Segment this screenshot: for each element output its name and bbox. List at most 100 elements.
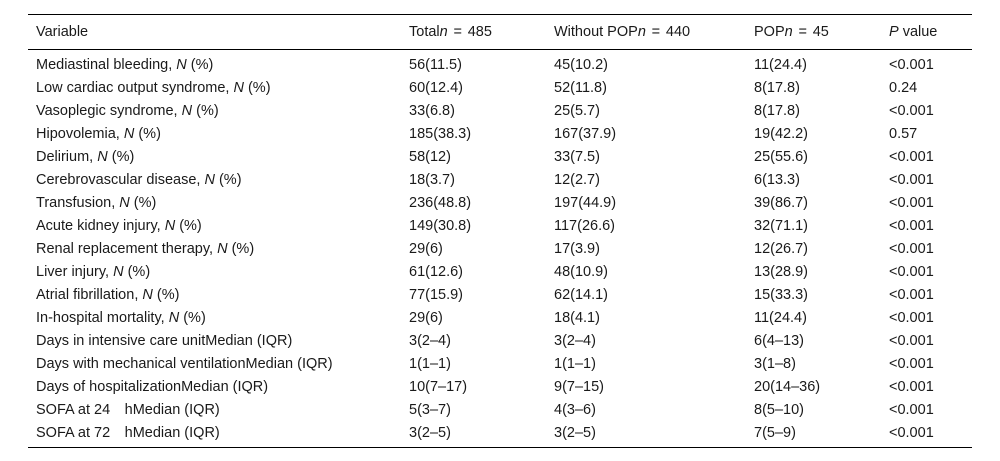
cell-variable: Atrial fibrillation, N (%) (28, 283, 401, 306)
cell-p-value: 0.24 (889, 79, 918, 96)
variable-label: Days in intensive care unitMedian (IQR) (36, 332, 293, 349)
cell-variable: Delirium, N (%) (28, 145, 401, 168)
variable-label-n: N (119, 194, 130, 211)
variable-label-unit: (%) (186, 56, 214, 73)
cell-total: 236(48.8) (409, 194, 472, 211)
variable-label-unit: (%) (227, 240, 255, 257)
header-variable: Variable (28, 15, 401, 50)
cell-without-pop: 18(4.1) (554, 309, 600, 326)
cell-total: 56(11.5) (409, 56, 462, 73)
cell-without-pop: 117(26.6) (554, 217, 615, 234)
variable-label: In-hospital mortality, (36, 309, 169, 326)
cell-pop: 8(5–10) (754, 401, 804, 418)
cell-without-pop: 48(10.9) (554, 263, 609, 280)
header-row: Variable Totaln = 485 Without POPn = 440 POP… (28, 14, 972, 50)
header-pop-n-value: 45 (812, 24, 829, 40)
cell-variable: Days with mechanical ventilationMedian (… (28, 352, 401, 375)
header-pop-n: n (784, 24, 793, 40)
header-without-pop-n: n (637, 24, 646, 40)
header-total-n: n (439, 24, 448, 40)
cell-without-pop: 25(5.7) (554, 102, 600, 119)
cell-without-pop: 1(1–1) (554, 355, 596, 372)
variable-label: Hipovolemia, (36, 125, 124, 142)
cell-total: 149(30.8) (409, 217, 472, 234)
cell-p-value: <0.001 (889, 194, 934, 211)
cell-without-pop: 3(2–4) (554, 332, 596, 349)
cell-without-pop: 45(10.2) (554, 56, 609, 73)
outcomes-table: Variable Totaln = 485 Without POPn = 440 POP… (28, 14, 972, 448)
variable-label-unit: (%) (179, 309, 206, 326)
cell-without-pop: 17(3.9) (554, 240, 600, 257)
cell-variable: SOFA at 24 hMedian (IQR) (28, 398, 401, 421)
variable-label-n: N (204, 171, 215, 188)
cell-total: 5(3–7) (409, 401, 451, 418)
variable-label: Low cardiac output syndrome, (36, 79, 234, 96)
table-row: Hipovolemia, N (%) 185(38.3) 167(37.9) 19(4… (28, 122, 972, 145)
header-without-pop: Without POPn = 440 (546, 15, 746, 50)
variable-label: Vasoplegic syndrome, (36, 102, 182, 119)
cell-p-value: <0.001 (889, 217, 934, 234)
cell-total: 18(3.7) (409, 171, 455, 188)
variable-label: Renal replacement therapy, (36, 240, 218, 257)
cell-without-pop: 12(2.7) (554, 171, 600, 188)
variable-label: Atrial fibrillation, (36, 286, 143, 303)
variable-label-n: N (123, 125, 135, 142)
cell-pop: 32(71.1) (754, 217, 809, 234)
table-row: SOFA at 24 hMedian (IQR) 5(3–7) 4(3–6) 8(5–… (28, 398, 972, 421)
cell-variable: Days of hospitalizationMedian (IQR) (28, 375, 401, 398)
cell-total: 29(6) (409, 309, 443, 326)
cell-variable: Acute kidney injury, N (%) (28, 214, 401, 237)
cell-total: 3(2–5) (409, 424, 451, 441)
variable-label: Days with mechanical ventilationMedian (… (36, 355, 333, 372)
table-row: SOFA at 72 hMedian (IQR) 3(2–5) 3(2–5) 7(5–… (28, 421, 972, 448)
table-row: Transfusion, N (%) 236(48.8) 197(44.9) 39(8… (28, 191, 972, 214)
table-row: Delirium, N (%) 58(12) 33(7.5) 25(55.6) <0.0… (28, 145, 972, 168)
variable-label-n: N (168, 309, 180, 326)
variable-label-unit: (%) (175, 217, 202, 234)
variable-label: Acute kidney injury, (36, 217, 165, 234)
header-without-pop-equals: = (651, 24, 661, 40)
table-row: Low cardiac output syndrome, N (%) 60(12.… (28, 76, 972, 99)
header-total-label: Total (409, 24, 440, 40)
variable-label: Transfusion, (36, 194, 120, 211)
header-variable-text: Variable (36, 24, 89, 40)
cell-pop: 12(26.7) (754, 240, 809, 257)
variable-label-n: N (113, 263, 124, 280)
variable-label: Cerebrovascular disease, (36, 171, 205, 188)
cell-total: 33(6.8) (409, 102, 455, 119)
table-row: Liver injury, N (%) 61(12.6) 48(10.9) 13(28… (28, 260, 972, 283)
cell-pop: 8(17.8) (754, 79, 800, 96)
cell-without-pop: 33(7.5) (554, 148, 600, 165)
variable-label-unit: (%) (192, 102, 219, 119)
cell-pop: 6(4–13) (754, 332, 804, 349)
cell-pop: 20(14–36) (754, 378, 821, 395)
variable-label-unit: (%) (107, 148, 135, 165)
variable-label: Mediastinal bleeding, (36, 56, 177, 73)
variable-label-n: N (233, 79, 244, 96)
cell-total: 77(15.9) (409, 286, 464, 303)
cell-total: 10(7–17) (409, 378, 468, 395)
header-total-equals: = (453, 24, 462, 40)
variable-label-n: N (217, 240, 228, 257)
cell-pop: 7(5–9) (754, 424, 796, 441)
cell-without-pop: 167(37.9) (554, 125, 617, 142)
table-row: Renal replacement therapy, N (%) 29(6) 17(… (28, 237, 972, 260)
cell-variable: Vasoplegic syndrome, N (%) (28, 99, 401, 122)
header-pop: POPn = 45 (746, 15, 881, 50)
table-header: Variable Totaln = 485 Without POPn = 440 POP… (28, 14, 972, 50)
cell-without-pop: 197(44.9) (554, 194, 617, 211)
cell-total: 60(12.4) (409, 79, 464, 96)
cell-pop: 15(33.3) (754, 286, 809, 303)
variable-label-unit: (%) (243, 79, 271, 96)
cell-without-pop: 52(11.8) (554, 79, 607, 96)
cell-variable: SOFA at 72 hMedian (IQR) (28, 421, 401, 448)
table-row: Mediastinal bleeding, N (%) 56(11.5) 45(10… (28, 50, 972, 77)
cell-p-value: <0.001 (889, 286, 934, 303)
header-pop-equals: = (798, 24, 807, 40)
cell-pop: 13(28.9) (754, 263, 809, 280)
variable-label: Liver injury, (36, 263, 114, 280)
table-row: Days of hospitalizationMedian (IQR) 10(7–… (28, 375, 972, 398)
table-row: Atrial fibrillation, N (%) 77(15.9) 62(14.… (28, 283, 972, 306)
variable-label: SOFA at 24 hMedian (IQR) (36, 401, 220, 418)
header-pop-label: POP (754, 24, 785, 40)
